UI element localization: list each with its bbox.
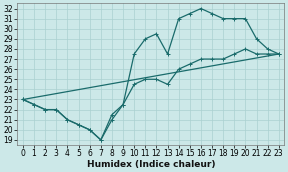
X-axis label: Humidex (Indice chaleur): Humidex (Indice chaleur) bbox=[87, 159, 215, 169]
